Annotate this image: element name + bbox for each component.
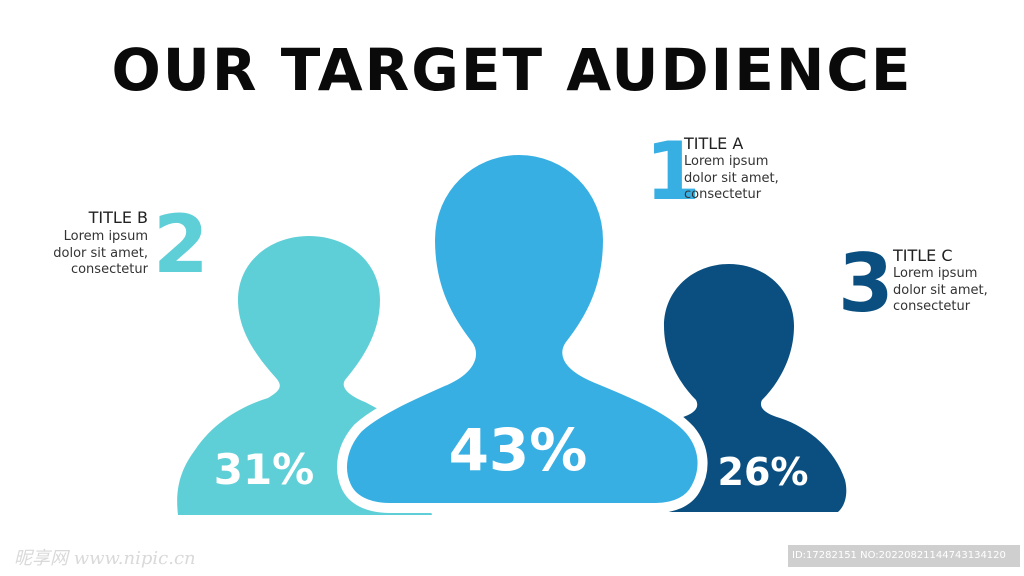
watermark-logo-text: 昵享网 www.nipic.cn: [14, 548, 196, 569]
callout-heading-c: TITLE C: [893, 246, 953, 265]
figure-a: 43%: [337, 145, 708, 513]
percent-label-a: 43%: [449, 416, 588, 484]
person-icon-a: [337, 145, 708, 513]
callout-line: Lorem ipsum: [684, 154, 769, 169]
callout-line: dolor sit amet,: [53, 245, 148, 261]
callout-number-a: 1: [645, 125, 701, 218]
callout-description-c: Lorem ipsum dolor sit amet, consectetur: [893, 266, 988, 316]
callout-line: Lorem ipsum: [893, 266, 978, 281]
callout-number-c: 3: [838, 237, 894, 330]
watermark-id-bar: ID:17282151 NO:20220821144743134120: [788, 545, 1020, 567]
page-title: OUR TARGET AUDIENCE: [111, 36, 913, 104]
callout-line: dolor sit amet,: [893, 282, 988, 298]
callout-line: consectetur: [893, 299, 971, 314]
callout-description-a: Lorem ipsum dolor sit amet, consectetur: [684, 154, 779, 204]
callout-line: dolor sit amet,: [684, 170, 779, 186]
callout-line: consectetur: [70, 262, 148, 277]
callout-description-b: Lorem ipsum dolor sit amet, consectetur: [53, 229, 148, 279]
callout-line: Lorem ipsum: [63, 229, 148, 244]
callout-line: consectetur: [684, 187, 762, 202]
percent-label-b: 31%: [214, 445, 315, 494]
callout-number-b: 2: [153, 198, 209, 291]
callout-heading-a: TITLE A: [684, 134, 744, 153]
callout-heading-b: TITLE B: [88, 208, 148, 227]
percent-label-c: 26%: [718, 450, 809, 494]
